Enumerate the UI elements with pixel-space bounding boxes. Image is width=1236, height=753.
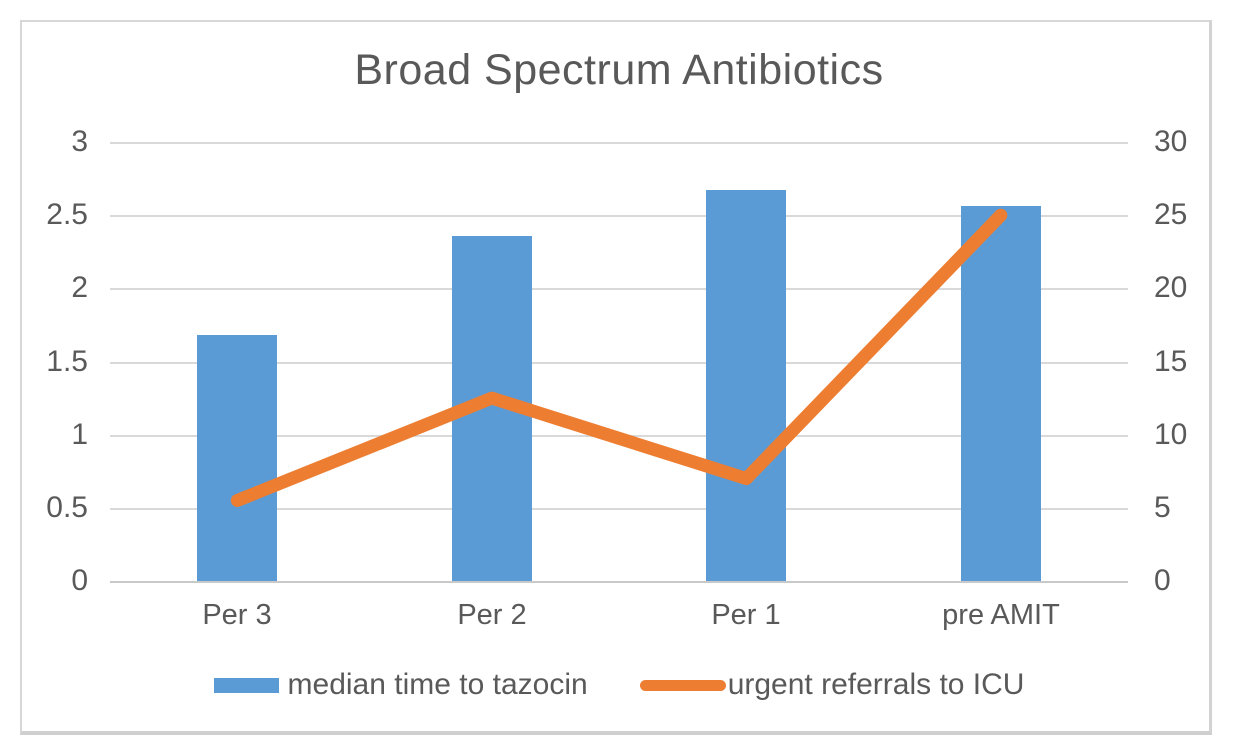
left-axis-tick-label: 1 [71,417,88,451]
left-axis-tick-label: 2.5 [46,198,88,232]
legend: median time to tazocin urgent referrals … [110,668,1128,702]
right-axis-tick-label: 15 [1154,344,1188,378]
legend-label-median-time: median time to tazocin [287,668,588,701]
line-series [230,208,1008,507]
right-axis-tick-label: 10 [1154,417,1188,451]
chart-title: Broad Spectrum Antibiotics [354,46,884,94]
line-urgent-referrals [230,208,1008,507]
x-axis-label-per-2: Per 2 [457,599,527,631]
legend-item-median-time: median time to tazocin [213,668,588,702]
bar-per-1 [706,190,786,581]
bar-per-3 [197,335,277,581]
plot-area [110,142,1128,583]
x-axis-label-per-3: Per 3 [202,599,272,631]
gridline [110,581,1128,583]
gridline [110,142,1128,144]
right-axis-tick-label: 0 [1154,564,1171,597]
x-axis-label-pre-amit: pre AMIT [942,599,1060,631]
left-axis-tick-label: 1.5 [46,344,88,378]
right-axis-tick-label: 25 [1154,198,1188,232]
x-axis-label-per-1: Per 1 [711,599,781,631]
right-axis-tick-label: 5 [1154,490,1171,524]
bar-pre-amit [961,206,1041,581]
gridline [110,288,1128,290]
line-series-swatch [639,679,726,691]
gridline [110,362,1128,364]
gridline [110,508,1128,510]
right-axis-tick-label: 20 [1154,271,1188,305]
left-axis-tick-label: 2 [71,271,88,305]
right-axis-tick-label: 30 [1154,125,1188,158]
left-axis-tick-label: 0.5 [46,490,88,524]
bar-series-swatch [213,677,279,693]
left-axis-tick-label: 0 [71,564,88,597]
legend-label-urgent-referrals: urgent referrals to ICU [727,668,1025,701]
gridline [110,215,1128,217]
legend-item-urgent-referrals: urgent referrals to ICU [639,668,1025,702]
left-axis-tick-label: 3 [71,125,88,158]
